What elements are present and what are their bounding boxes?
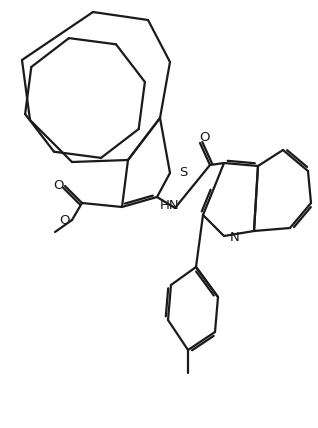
Text: O: O (60, 214, 70, 226)
Text: HN: HN (160, 199, 180, 211)
Text: O: O (200, 131, 210, 143)
Text: O: O (54, 178, 64, 191)
Text: S: S (179, 166, 187, 178)
Text: N: N (230, 231, 240, 244)
